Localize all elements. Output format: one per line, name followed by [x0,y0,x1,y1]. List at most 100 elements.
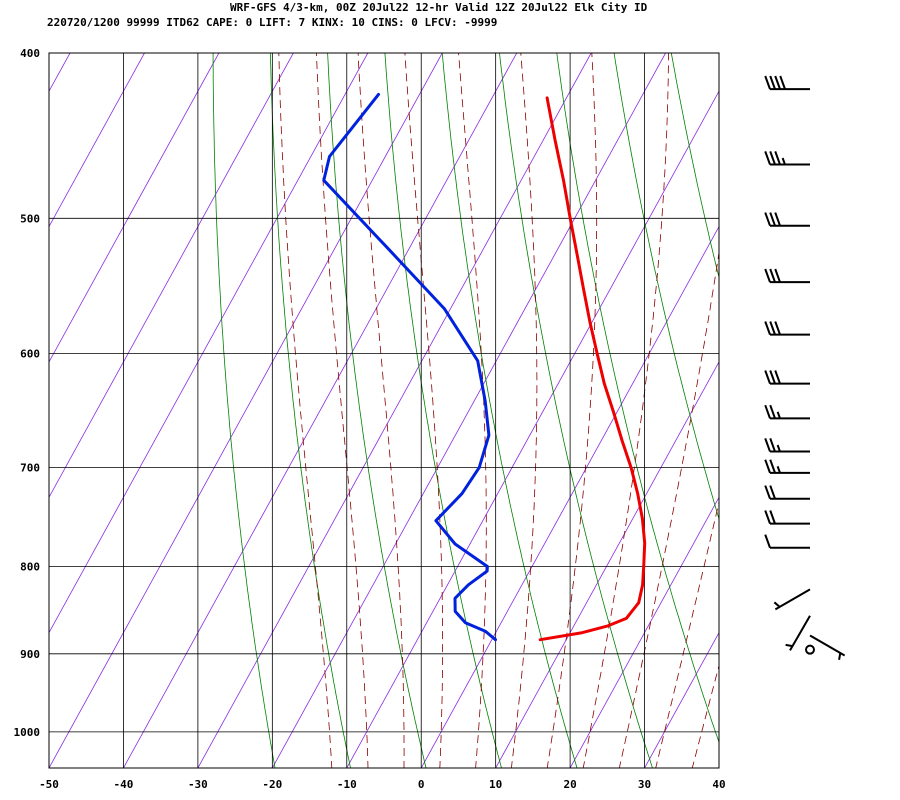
barb-half-flag [781,157,786,165]
barb-flag [769,321,776,335]
wind-barb [809,634,846,661]
background-lines [49,15,900,782]
wind-barb [764,268,810,284]
barb-flag [764,370,771,384]
isotherm-line [718,767,719,768]
barb-flag [764,510,771,524]
barb-staff [809,634,846,657]
dry-adiabat-line [384,53,502,768]
barb-half-flag [785,643,793,648]
barb-flag [764,268,771,283]
wind-barb [764,404,810,420]
barb-flag [769,268,776,283]
x-tick-label: 0 [418,778,425,791]
isotherm-line [49,53,145,228]
moist-adiabat-line [357,53,405,768]
dry-adiabat-line [891,15,900,782]
wind-barb [764,370,810,385]
barb-flag [764,321,771,335]
moist-adiabat-line [691,664,719,768]
moist-adiabat-line [546,53,598,768]
y-tick-label: 400 [20,47,40,60]
barb-flag [764,534,771,549]
moist-adiabat-line [510,53,538,768]
barb-flag [774,268,781,283]
dry-adiabat-line [613,53,719,521]
dry-adiabat-line [670,53,719,280]
barb-staff [789,615,811,651]
y-tick-label: 900 [20,648,40,661]
wind-barb [764,151,810,166]
barb-flag [764,459,771,474]
barb-flag [769,370,776,384]
plot-area: -50 -40 -30 -20 -10 0 10 20 30 40 400 500 600 700 800 9… [14,15,900,791]
plot-frame [48,52,720,769]
dry-adiabat-line [778,15,900,782]
y-tick-label: 600 [20,347,40,360]
moist-adiabat-line [582,53,669,768]
isotherm-line [49,53,369,634]
wind-barb [773,588,811,611]
dry-adiabat-line [556,53,719,744]
grid [48,52,720,768]
moist-adiabat-line [278,53,333,768]
dry-adiabat-line [499,53,653,768]
x-tick-label: -40 [114,778,134,791]
moist-adiabat-line [404,53,444,768]
y-tick-label: 800 [20,561,40,574]
wind-barb [805,644,815,655]
isotherm-line [644,631,719,768]
x-tick-label: 40 [712,778,725,791]
barb-flag [764,212,771,227]
wind-barb [764,534,810,549]
wind-barb [764,510,810,525]
barb-half-flag [776,444,781,452]
barb-half-flag [776,411,781,419]
barb-flag [769,438,776,452]
dry-adiabat-line [441,53,578,768]
y-tick-label: 1000 [14,726,41,739]
moist-adiabat-line [618,249,719,768]
x-tick-label: 10 [489,778,502,791]
wind-barb [764,321,810,336]
wind-barb [764,75,810,91]
wind-barb [764,212,810,227]
wind-barb [785,615,811,651]
isotherm-line [346,90,719,768]
wind-barb-column [764,75,846,661]
barb-flag [769,212,776,227]
dewpoint-profile-line [322,92,497,642]
barb-flag [769,485,776,500]
wind-barb [764,438,810,453]
wind-barb [764,485,810,500]
isotherm-line [49,53,220,363]
chart-title-line2: 220720/1200 99999 ITD62 CAPE: 0 LIFT: 7 … [47,16,497,29]
barb-flag [764,151,771,165]
y-tick-label: 500 [20,212,40,225]
x-tick-label: -30 [188,778,208,791]
barb-flag [779,75,786,90]
barb-flag [774,212,781,227]
barb-flag [764,75,771,90]
isotherm-line [123,53,518,768]
barb-flag [764,404,771,419]
barb-flag [764,485,771,500]
barb-flag [769,510,776,524]
chart-title-line1: WRF-GFS 4/3-km, 00Z 20Jul22 12-hr Valid … [230,1,648,14]
x-tick-label: -50 [39,778,59,791]
barb-flag [774,370,781,384]
barb-half-flag [838,652,842,661]
barb-staff [774,588,811,611]
y-tick-label: 700 [20,462,40,475]
isotherm-line [420,225,719,768]
isotherm-line [271,53,666,768]
barb-flag [774,321,781,335]
moist-adiabat-line [655,500,719,768]
x-tick-label: -20 [262,778,282,791]
moist-adiabat-line [316,53,369,768]
isotherm-line [49,53,443,768]
x-tick-label: -10 [337,778,357,791]
barb-flag [769,459,776,474]
barb-half-flag [776,465,781,474]
